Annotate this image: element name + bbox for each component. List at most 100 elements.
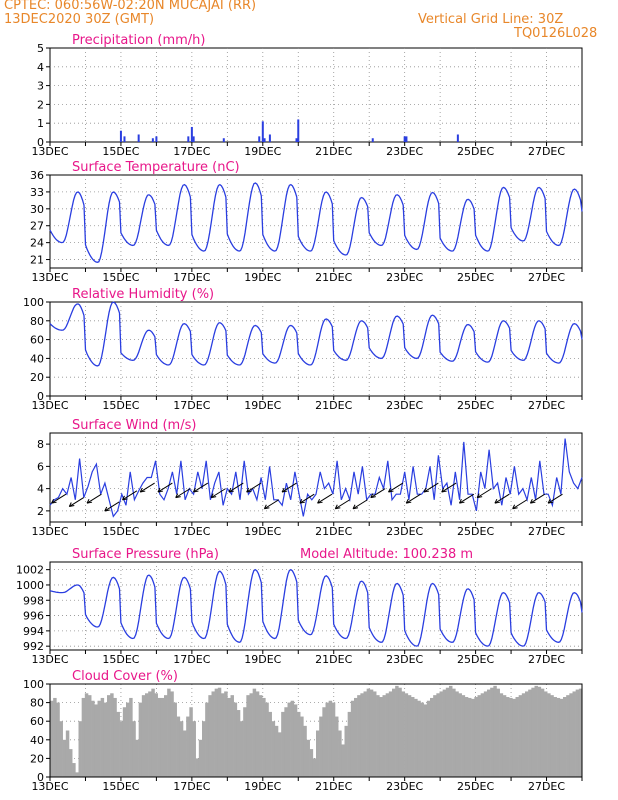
panel-6-xtick-label: 15DEC xyxy=(102,780,139,793)
cloud-bar xyxy=(439,691,443,777)
cloud-bar xyxy=(512,698,516,777)
panel-6-ytick-label: 80 xyxy=(30,697,44,710)
cloud-bar xyxy=(369,689,374,777)
panel-2-xtick-label: 13DEC xyxy=(31,271,68,284)
panel-2-xtick-label: 23DEC xyxy=(386,271,423,284)
panel-6-xtick-label: 25DEC xyxy=(457,780,494,793)
cloud-bar xyxy=(464,697,469,777)
cloud-bar xyxy=(395,685,399,777)
wind-arrowhead xyxy=(246,487,252,493)
panel-1-xtick-label: 17DEC xyxy=(173,145,210,158)
panel-1-xtick-label: 15DEC xyxy=(102,145,139,158)
cloud-bar xyxy=(268,711,272,777)
cloud-bar xyxy=(189,707,193,777)
wind-arrow xyxy=(494,493,510,504)
panel-3-ytick-label: 80 xyxy=(30,315,44,328)
panel-4-xtick-label: 25DEC xyxy=(457,525,494,538)
cloud-bar xyxy=(553,697,557,777)
cloud-bar xyxy=(483,691,488,777)
cloud-bar xyxy=(414,698,418,777)
panel-5-xtick-label: 17DEC xyxy=(173,653,210,666)
wind-arrow xyxy=(476,488,492,499)
cloud-bar xyxy=(404,693,409,777)
cloud-bar xyxy=(363,691,367,777)
panel-1-xtick-label: 27DEC xyxy=(528,145,565,158)
panel-5-xtick-label: 19DEC xyxy=(244,653,281,666)
cloud-bar xyxy=(306,739,310,777)
panel-2-ytick-label: 30 xyxy=(30,203,44,216)
wind-arrowhead xyxy=(228,487,234,493)
panel-4-ytick-label: 8 xyxy=(37,438,44,451)
cloud-bar xyxy=(575,689,580,777)
panel-2-ytick-label: 27 xyxy=(30,220,44,233)
cloud-bar xyxy=(569,693,573,777)
wind-arrowhead xyxy=(547,498,554,504)
cloud-bar xyxy=(360,693,364,777)
panel-5-subtitle: Model Altitude: 100.238 m xyxy=(300,547,473,562)
cloud-bar xyxy=(525,691,529,777)
cloud-bar xyxy=(331,702,336,777)
cloud-bar xyxy=(509,697,513,777)
panel-5-xtick-label: 23DEC xyxy=(386,653,423,666)
cloud-bar xyxy=(550,695,554,777)
cloud-bar xyxy=(528,689,532,777)
cloud-bar xyxy=(240,721,244,777)
cloud-bar xyxy=(179,721,184,777)
cloud-bar xyxy=(411,697,415,777)
panel-6-ytick-label: 20 xyxy=(30,752,44,765)
wind-arrow xyxy=(423,482,439,493)
panel-6-ytick-label: 100 xyxy=(23,678,44,691)
cloud-bar xyxy=(65,730,70,777)
cloud-bar xyxy=(243,707,247,777)
wind-arrow xyxy=(104,501,120,512)
cloud-bar xyxy=(205,702,209,777)
wind-arrowhead xyxy=(281,487,288,493)
wind-arrow xyxy=(352,499,368,510)
panel-2-ytick-label: 21 xyxy=(30,254,44,267)
cloud-bar xyxy=(328,700,333,777)
cloud-bar xyxy=(309,749,314,777)
cloud-bar xyxy=(300,716,304,777)
wind-arrow xyxy=(264,499,280,510)
cloud-bar xyxy=(379,697,383,777)
cloud-bar xyxy=(417,700,421,777)
cloud-bar xyxy=(572,691,576,777)
panel-4-frame xyxy=(49,432,583,523)
precip-bar xyxy=(371,138,374,142)
precip-bar xyxy=(192,136,195,142)
panel-1-ytick-label: 1 xyxy=(37,117,44,130)
cloud-bar xyxy=(183,730,187,777)
cloud-bar xyxy=(436,693,440,777)
cloud-bar xyxy=(373,691,377,777)
panel-4-xtick-label: 23DEC xyxy=(386,525,423,538)
panel-3-ytick-label: 40 xyxy=(30,352,44,365)
cloud-bar xyxy=(195,758,200,777)
cloud-bar xyxy=(382,695,386,777)
panel-1-ytick-label: 4 xyxy=(37,61,44,74)
cloud-bar xyxy=(208,695,212,777)
panel-3-xtick-label: 23DEC xyxy=(386,399,423,412)
panel-6-xtick-label: 13DEC xyxy=(31,780,68,793)
wind-arrowhead xyxy=(317,498,323,504)
cloud-bar xyxy=(490,687,494,777)
cloud-bar xyxy=(445,687,450,777)
wind-arrowhead xyxy=(122,495,128,501)
wind-arrowhead xyxy=(370,493,376,499)
panel-2-title: Surface Temperature (nC) xyxy=(72,160,240,175)
cloud-bar xyxy=(474,697,478,777)
panel-2-ytick-label: 24 xyxy=(30,237,44,250)
panel-1-ytick-label: 3 xyxy=(37,80,44,93)
cloud-bar xyxy=(164,695,168,777)
wind-arrow xyxy=(51,493,67,504)
wind-arrow xyxy=(139,482,155,493)
cloud-bar xyxy=(132,721,136,777)
wind-arrowhead xyxy=(139,487,146,493)
cloud-bar xyxy=(135,739,139,777)
cloud-bar xyxy=(236,710,241,777)
cloud-bar xyxy=(151,688,155,777)
panel-5-ytick-label: 998 xyxy=(23,594,44,607)
cloud-bar xyxy=(566,695,570,777)
precip-bar xyxy=(405,136,408,142)
precip-bar xyxy=(258,136,261,142)
cloud-bar xyxy=(107,695,111,777)
